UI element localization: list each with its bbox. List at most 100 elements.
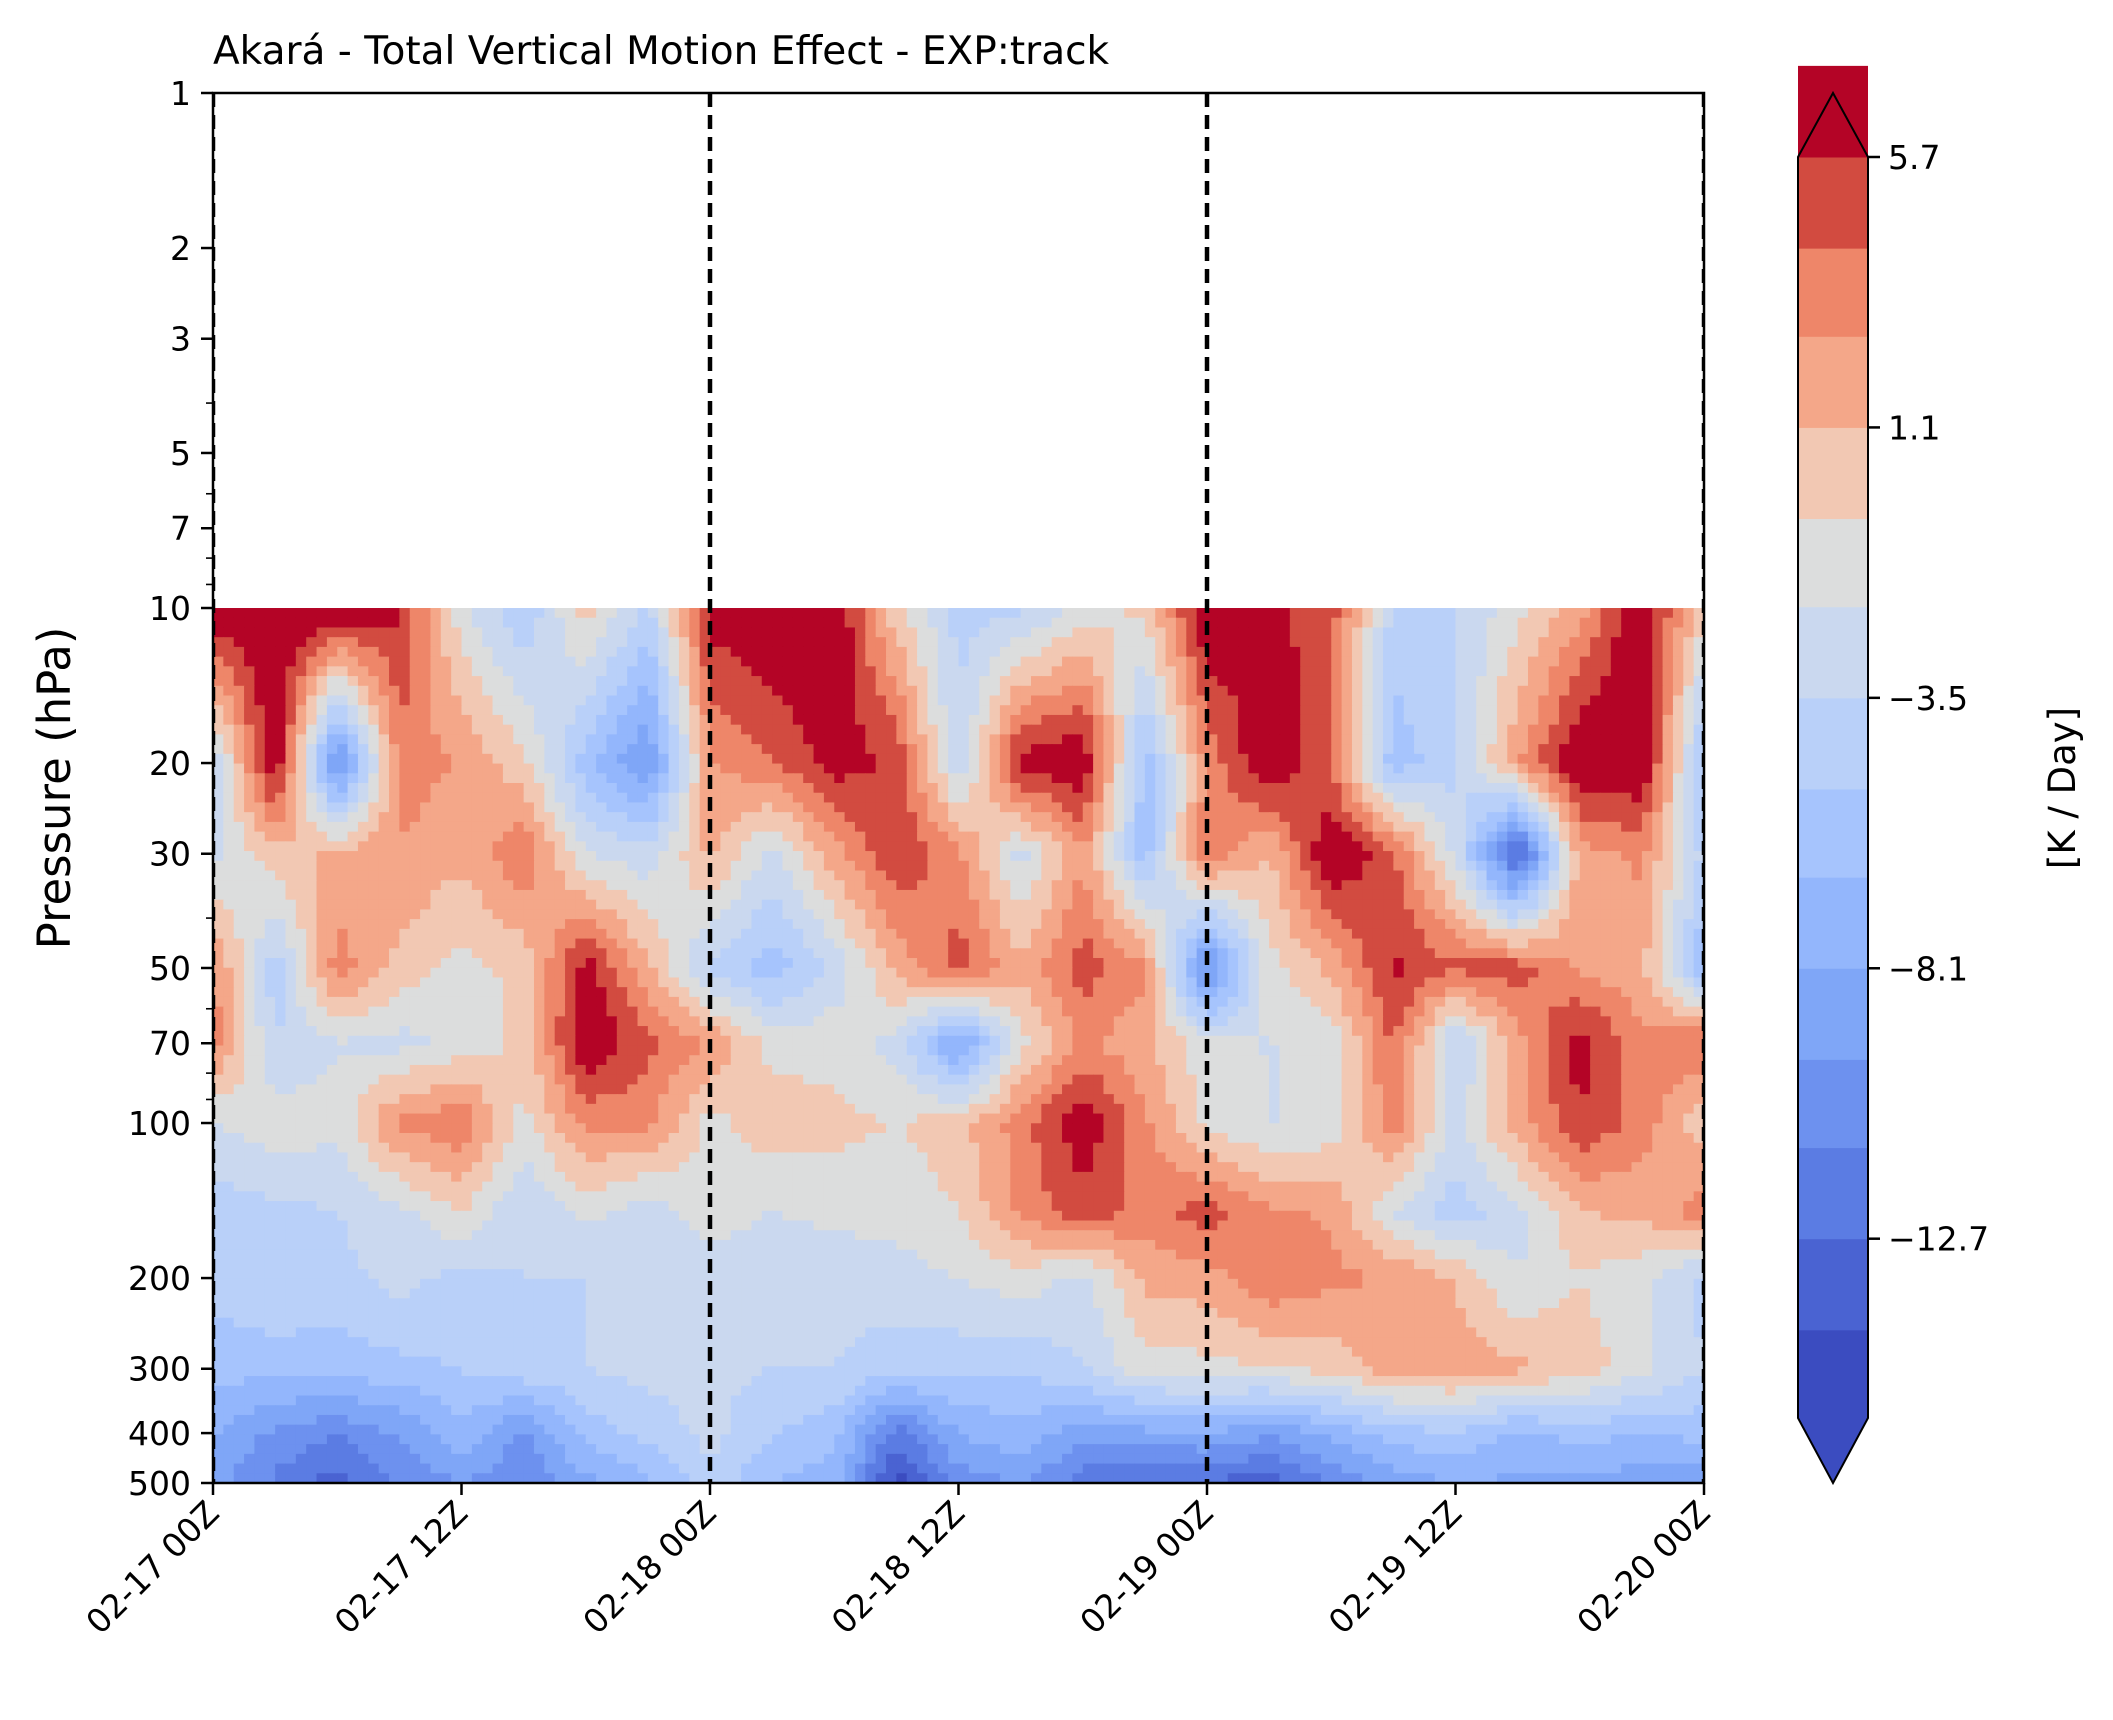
contour-cell: [710, 695, 721, 706]
contour-cell: [575, 763, 587, 774]
contour-cell: [1538, 724, 1550, 735]
contour-cell: [1030, 705, 1042, 716]
contour-cell: [1207, 841, 1218, 852]
contour-cell: [823, 860, 835, 872]
contour-cell: [1300, 695, 1312, 706]
contour-cell: [710, 880, 721, 891]
contour-cell: [1517, 714, 1529, 726]
contour-cell: [451, 666, 463, 677]
contour-cell: [440, 646, 452, 658]
contour-cell: [295, 695, 307, 706]
contour-cell: [606, 880, 618, 891]
contour-cell: [1548, 714, 1560, 726]
contour-cell: [917, 724, 929, 735]
contour-cell: [1372, 860, 1384, 872]
contour-cell: [1020, 919, 1032, 930]
contour-cell: [606, 734, 618, 745]
contour-cell: [1424, 734, 1436, 745]
contour-cell: [741, 889, 753, 901]
contour-cell: [347, 899, 359, 910]
contour-cell: [1144, 666, 1156, 677]
contour-cell: [420, 792, 432, 804]
contour-cell: [264, 676, 276, 687]
contour-cell: [357, 666, 369, 677]
contour-cell: [948, 792, 960, 804]
contour-cell: [1062, 753, 1073, 765]
contour-cell: [420, 656, 432, 667]
contour-cell: [958, 851, 970, 862]
contour-cell: [471, 617, 483, 629]
contour-cell: [1486, 870, 1498, 881]
contour-cell: [1351, 802, 1363, 813]
contour-cell: [1548, 783, 1560, 794]
contour-cell: [1186, 753, 1198, 765]
contour-cell: [1113, 841, 1125, 852]
contour-cell: [1631, 744, 1643, 755]
contour-cell: [1113, 783, 1125, 794]
contour-cell: [647, 656, 659, 667]
contour-cell: [244, 685, 256, 697]
contour-cell: [668, 783, 680, 794]
contour-cell: [844, 744, 856, 755]
contour-cell: [699, 714, 711, 726]
contour-cell: [906, 744, 918, 755]
contour-cell: [1507, 763, 1519, 774]
contour-cell: [1300, 724, 1312, 735]
contour-cell: [1030, 783, 1042, 794]
contour-cell: [730, 880, 742, 891]
contour-cell: [213, 685, 224, 697]
contour-cell: [1082, 831, 1094, 842]
contour-cell: [1186, 841, 1198, 852]
contour-cell: [948, 637, 960, 648]
contour-cell: [1672, 714, 1684, 726]
contour-cell: [689, 637, 701, 648]
contour-cell: [326, 608, 338, 619]
contour-cell: [1082, 637, 1094, 648]
contour-cell: [772, 919, 784, 930]
contour-cell: [1476, 753, 1488, 765]
contour-cell: [1590, 870, 1602, 881]
contour-cell: [678, 773, 690, 784]
contour-cell: [1144, 617, 1156, 629]
contour-cell: [264, 637, 276, 648]
contour-cell: [1414, 773, 1426, 784]
contour-cell: [326, 656, 338, 667]
contour-cell: [326, 802, 338, 813]
contour-cell: [1134, 792, 1146, 804]
contour-cell: [834, 783, 846, 794]
contour-cell: [1072, 919, 1084, 930]
contour-cell: [275, 802, 287, 813]
contour-cell: [1258, 734, 1270, 745]
contour-cell: [451, 919, 463, 930]
contour-cell: [1527, 821, 1539, 833]
contour-cell: [1486, 608, 1498, 619]
contour-cell: [254, 870, 266, 881]
contour-cell: [875, 763, 887, 774]
contour-cell: [1279, 627, 1291, 638]
contour-cell: [1124, 802, 1136, 813]
contour-cell: [223, 627, 235, 638]
contour-cell: [461, 889, 473, 901]
contour-cell: [1103, 909, 1115, 920]
contour-cell: [1434, 744, 1446, 755]
contour-cell: [875, 627, 887, 638]
contour-cell: [989, 734, 1001, 745]
contour-cell: [1652, 831, 1664, 842]
contour-cell: [285, 812, 297, 823]
contour-cell: [306, 705, 318, 716]
contour-cell: [1403, 889, 1415, 901]
contour-cell: [968, 841, 980, 852]
contour-cell: [1548, 744, 1560, 755]
contour-cell: [1641, 608, 1653, 619]
contour-cell: [513, 783, 525, 794]
contour-cell: [430, 608, 442, 619]
contour-cell: [792, 705, 804, 716]
contour-cell: [710, 627, 721, 638]
contour-cell: [223, 714, 235, 726]
contour-cell: [409, 812, 421, 823]
contour-cell: [710, 685, 721, 697]
contour-cell: [1041, 714, 1053, 726]
contour-cell: [244, 676, 256, 687]
contour-cell: [1559, 792, 1570, 804]
contour-cell: [1113, 666, 1125, 677]
